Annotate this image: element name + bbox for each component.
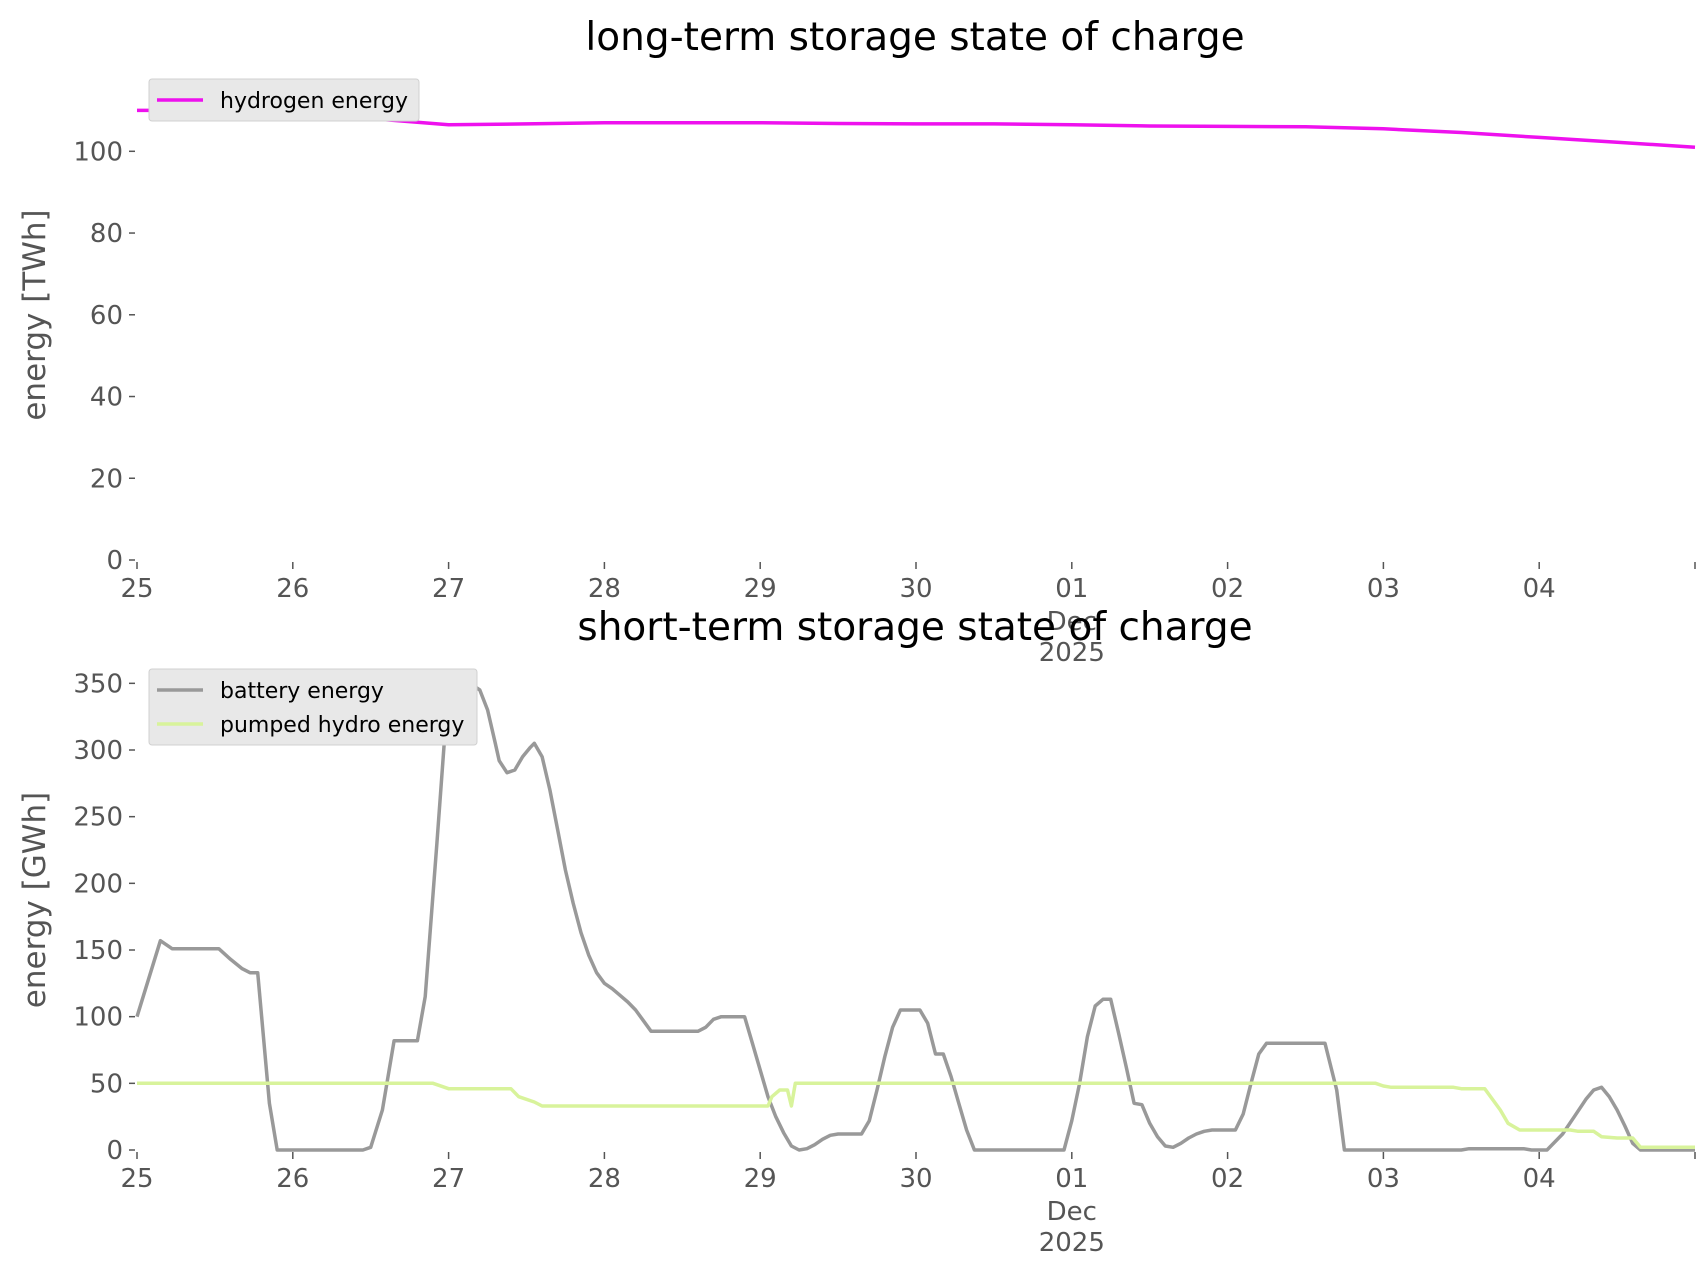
x-tick-label: 26: [276, 574, 309, 604]
x-tick-label: 25: [120, 574, 153, 604]
chart-long-term: long-term storage state of charge energy…: [17, 15, 1696, 668]
x-tick-label: 27: [432, 574, 465, 604]
x-tick-label: 01: [1055, 574, 1088, 604]
y-tick-label: 300: [73, 736, 123, 766]
x-tick-label: 25: [120, 1164, 153, 1194]
legend: battery energy pumped hydro energy: [148, 668, 478, 746]
y-ticks: 0 20 40 60 80 100: [73, 137, 135, 576]
y-tick-label: 40: [90, 383, 123, 413]
y-axis-label: energy [GWh]: [17, 792, 53, 1008]
x-tick-label: 26: [276, 1164, 309, 1194]
y-tick-label: 100: [73, 137, 123, 167]
chart-title: short-term storage state of charge: [577, 605, 1252, 650]
x-tick-label: 01: [1055, 1164, 1088, 1194]
x-tick-sublabel: 2025: [1039, 1228, 1105, 1258]
y-tick-label: 350: [73, 669, 123, 699]
legend-box: [148, 668, 478, 746]
y-tick-label: 50: [90, 1069, 123, 1099]
x-tick-label: 04: [1523, 1164, 1556, 1194]
x-tick-label: 03: [1367, 574, 1400, 604]
x-tick-label: 02: [1211, 574, 1244, 604]
y-tick-label: 200: [73, 869, 123, 899]
x-tick-sublabel: 2025: [1039, 638, 1105, 668]
x-tick-sublabel: Dec: [1047, 607, 1097, 637]
x-tick-sublabel: Dec: [1047, 1197, 1097, 1227]
y-tick-label: 80: [90, 219, 123, 249]
x-tick-label: 30: [899, 574, 932, 604]
chart-short-term: short-term storage state of charge energ…: [17, 605, 1696, 1258]
y-axis-label: energy [TWh]: [17, 209, 53, 420]
y-tick-label: 250: [73, 803, 123, 833]
y-tick-label: 150: [73, 936, 123, 966]
legend-box: [148, 78, 420, 122]
x-tick-label: 03: [1367, 1164, 1400, 1194]
legend: hydrogen energy: [148, 78, 420, 122]
series-line-battery-energy: [135, 681, 1695, 1152]
y-tick-label: 0: [106, 1136, 123, 1166]
x-tick-label: 29: [744, 574, 777, 604]
legend-entry-label: battery energy: [220, 679, 384, 704]
y-tick-label: 60: [90, 301, 123, 331]
y-tick-label: 0: [106, 546, 123, 576]
series-line-pumped-hydro-energy: [137, 1081, 1695, 1150]
legend-entry-label: hydrogen energy: [220, 89, 408, 114]
chart-title: long-term storage state of charge: [585, 15, 1244, 60]
x-tick-label: 29: [744, 1164, 777, 1194]
x-tick-label: 02: [1211, 1164, 1244, 1194]
x-tick-label: 30: [899, 1164, 932, 1194]
legend-entry-label: pumped hydro energy: [220, 713, 464, 738]
x-tick-label: 28: [588, 1164, 621, 1194]
y-ticks: 0 50 100 150 200 250 300 350: [73, 669, 135, 1166]
x-tick-label: 28: [588, 574, 621, 604]
series-lines: [135, 681, 1695, 1152]
y-tick-label: 20: [90, 464, 123, 494]
y-tick-label: 100: [73, 1003, 123, 1033]
x-tick-label: 04: [1523, 574, 1556, 604]
x-tick-label: 27: [432, 1164, 465, 1194]
